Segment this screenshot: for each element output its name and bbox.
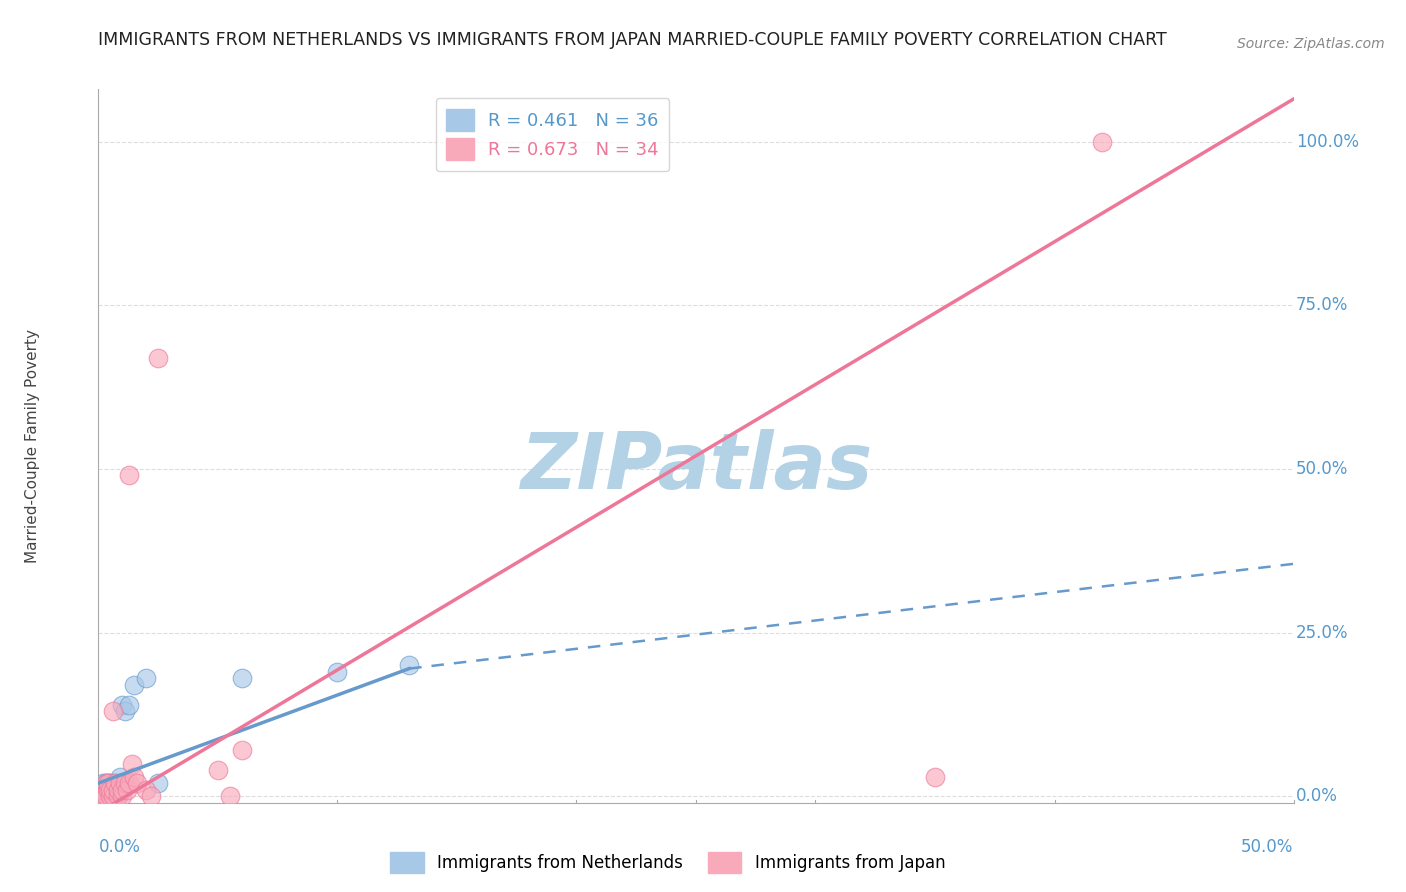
Point <box>326 665 349 679</box>
Point <box>101 782 124 797</box>
Point <box>148 351 170 365</box>
Point <box>98 782 122 797</box>
Point <box>107 789 129 804</box>
Point <box>231 743 253 757</box>
Point <box>101 776 124 790</box>
Point <box>111 782 134 797</box>
Point <box>124 678 146 692</box>
Point <box>104 776 127 790</box>
Point <box>101 789 124 804</box>
Point <box>108 782 131 797</box>
Text: 0.0%: 0.0% <box>98 838 141 856</box>
Legend: Immigrants from Netherlands, Immigrants from Japan: Immigrants from Netherlands, Immigrants … <box>384 846 952 880</box>
Point <box>98 782 122 797</box>
Point <box>107 782 129 797</box>
Point <box>111 789 134 804</box>
Point <box>98 780 122 794</box>
Point <box>94 789 117 804</box>
Point <box>114 704 136 718</box>
Point <box>104 776 127 790</box>
Text: 50.0%: 50.0% <box>1241 838 1294 856</box>
Point <box>219 789 242 804</box>
Point <box>114 776 136 790</box>
Point <box>97 789 120 804</box>
Text: 100.0%: 100.0% <box>1296 133 1360 151</box>
Point <box>101 704 124 718</box>
Point <box>1091 135 1114 149</box>
Point <box>135 782 157 797</box>
Point <box>107 789 129 804</box>
Point <box>398 658 420 673</box>
Text: IMMIGRANTS FROM NETHERLANDS VS IMMIGRANTS FROM JAPAN MARRIED-COUPLE FAMILY POVER: IMMIGRANTS FROM NETHERLANDS VS IMMIGRANT… <box>98 31 1167 49</box>
Text: 25.0%: 25.0% <box>1296 624 1348 641</box>
Text: 75.0%: 75.0% <box>1296 296 1348 314</box>
Point <box>124 770 146 784</box>
Point <box>91 789 114 804</box>
Point <box>90 789 112 804</box>
Point <box>90 789 112 804</box>
Point <box>118 698 141 712</box>
Point <box>94 782 117 797</box>
Point <box>121 756 143 771</box>
Point <box>148 776 170 790</box>
Point <box>125 776 148 790</box>
Point <box>108 776 131 790</box>
Point <box>118 776 141 790</box>
Point <box>101 789 124 804</box>
Legend: R = 0.461   N = 36, R = 0.673   N = 34: R = 0.461 N = 36, R = 0.673 N = 34 <box>436 98 669 171</box>
Point <box>101 782 124 797</box>
Point <box>107 776 129 790</box>
Point <box>97 782 120 797</box>
Point <box>135 672 157 686</box>
Point <box>98 789 122 804</box>
Point <box>90 789 112 804</box>
Point <box>104 789 127 804</box>
Point <box>97 776 120 790</box>
Point <box>91 782 114 797</box>
Point <box>231 672 253 686</box>
Point <box>97 789 120 804</box>
Point <box>108 770 131 784</box>
Point <box>90 782 112 797</box>
Point <box>94 776 117 790</box>
Text: 50.0%: 50.0% <box>1296 460 1348 478</box>
Point <box>118 468 141 483</box>
Text: 0.0%: 0.0% <box>1296 788 1337 805</box>
Point <box>94 789 117 804</box>
Point <box>91 782 114 797</box>
Point <box>111 698 134 712</box>
Text: Married-Couple Family Poverty: Married-Couple Family Poverty <box>25 329 41 563</box>
Point <box>94 776 117 790</box>
Point <box>91 776 114 790</box>
Point <box>924 770 946 784</box>
Point <box>115 782 138 797</box>
Point <box>111 776 134 790</box>
Point <box>91 789 114 804</box>
Point <box>139 789 162 804</box>
Point <box>98 776 122 790</box>
Point <box>98 789 122 804</box>
Point <box>97 776 120 790</box>
Point <box>94 789 117 804</box>
Text: ZIPatlas: ZIPatlas <box>520 429 872 506</box>
Text: Source: ZipAtlas.com: Source: ZipAtlas.com <box>1237 37 1385 52</box>
Point <box>207 763 229 777</box>
Point <box>97 782 120 797</box>
